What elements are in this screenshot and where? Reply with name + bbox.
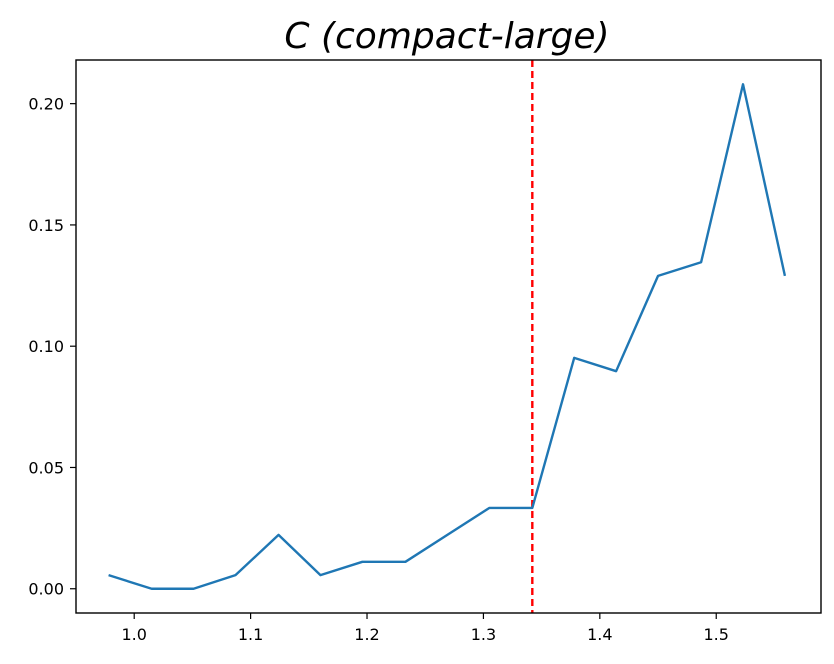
series-layer [108,83,787,590]
x-tick-label: 1.4 [587,625,612,644]
x-tick-label: 1.1 [238,625,263,644]
chart-title: C (compact-large) [284,16,609,57]
y-tick-label: 0.20 [28,95,64,114]
plot-area-frame [75,59,822,614]
x-tick-label: 1.3 [471,625,496,644]
y-tick-label: 0.05 [28,458,64,477]
y-axis-ticks: 0.00 0.05 0.10 0.15 0.20 [28,95,76,599]
x-tick-label: 1.2 [354,625,379,644]
x-axis-ticks: 1.0 1.1 1.2 1.3 1.4 1.5 [121,613,729,644]
series-line [108,83,787,590]
x-tick-label: 1.0 [121,625,146,644]
y-tick-label: 0.10 [28,337,64,356]
x-tick-label: 1.5 [704,625,729,644]
y-tick-label: 0.15 [28,216,64,235]
y-tick-label: 0.00 [28,580,64,599]
